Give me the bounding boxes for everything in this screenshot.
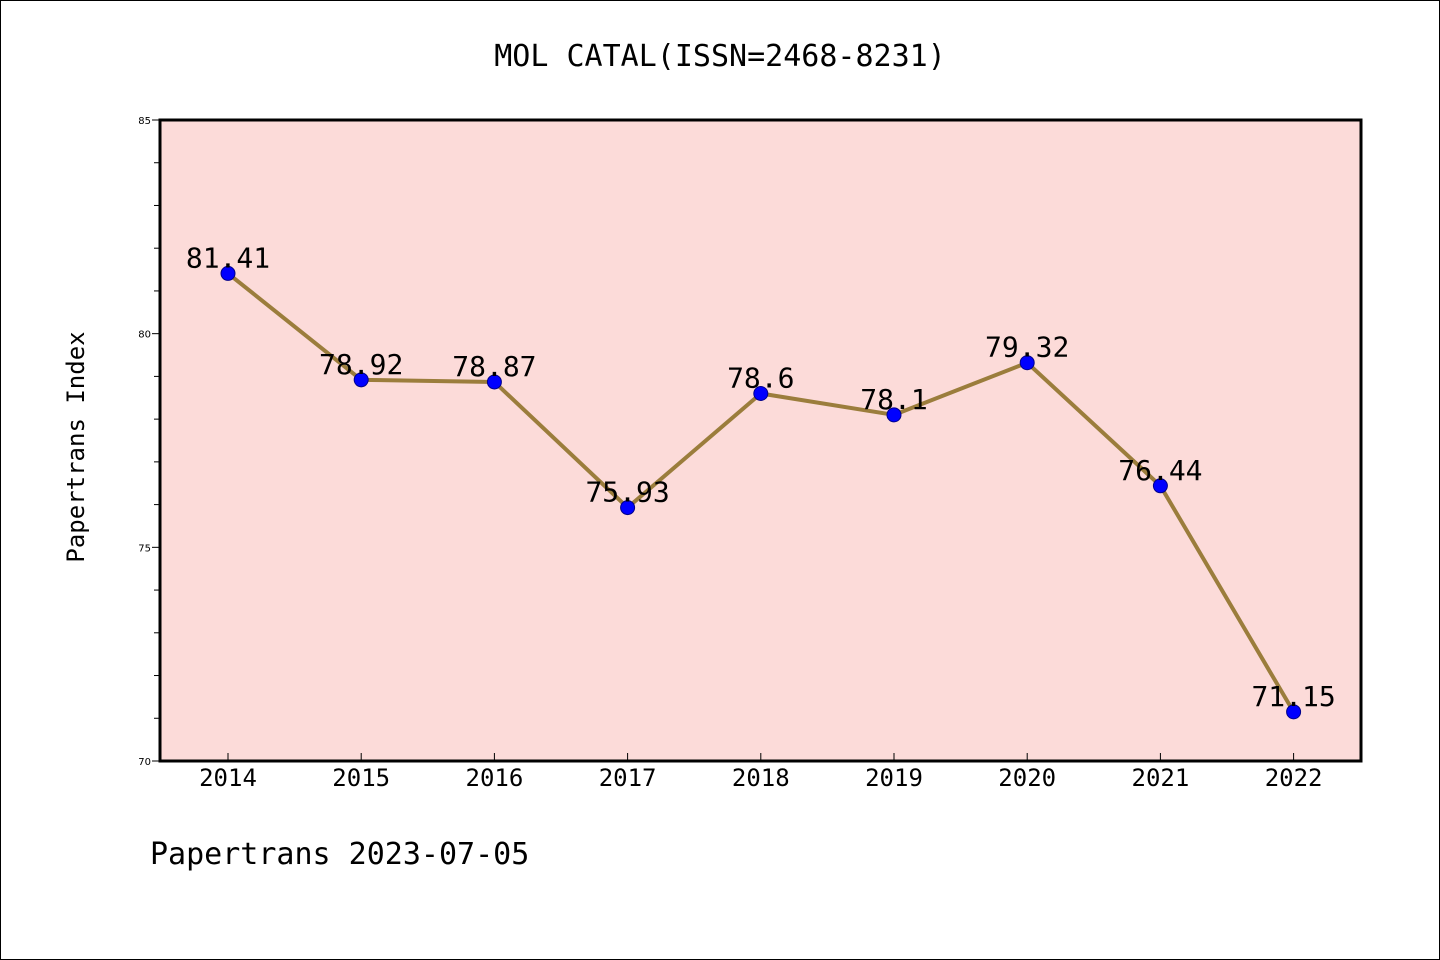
- data-point: [620, 500, 636, 516]
- data-point: [220, 265, 236, 281]
- data-label: 78.1: [860, 383, 927, 416]
- data-label: 78.87: [452, 350, 536, 383]
- x-tick-label: 2022: [1265, 764, 1323, 792]
- x-tick-label: 2017: [599, 764, 657, 792]
- data-label: 78.6: [727, 361, 794, 394]
- chart-title: MOL CATAL(ISSN=2468-8231): [494, 39, 946, 74]
- data-point: [1286, 704, 1302, 720]
- data-point: [486, 374, 502, 390]
- footer-date: Papertrans 2023-07-05: [150, 837, 529, 872]
- plot-area: [160, 120, 1361, 761]
- x-tick-label: 2018: [732, 764, 790, 792]
- x-tick-label: 2016: [466, 764, 524, 792]
- data-label: 76.44: [1118, 454, 1202, 487]
- data-point: [753, 385, 769, 401]
- y-tick-label: 70: [138, 757, 151, 768]
- x-axis-ticks: 2014 2015 2016 2017 2018 2019 2020 2021 2022: [199, 753, 1322, 792]
- data-point: [1019, 355, 1035, 371]
- x-tick-label: 2020: [998, 764, 1056, 792]
- y-tick-label: 85: [138, 116, 151, 127]
- data-labels: 81.41 78.92 78.87 75.93 78.6 78.1 79.32 76.44 71…: [186, 241, 1336, 712]
- y-axis-ticks: 70 75 80 85: [138, 116, 160, 768]
- data-label: 75.93: [585, 476, 669, 509]
- data-point: [1152, 478, 1168, 494]
- x-tick-label: 2015: [332, 764, 390, 792]
- data-label: 78.92: [319, 348, 403, 381]
- y-axis-label: Papertrans Index: [62, 331, 90, 562]
- x-tick-label: 2021: [1132, 764, 1190, 792]
- data-point: [886, 407, 902, 423]
- data-label: 71.15: [1251, 680, 1335, 713]
- x-tick-label: 2014: [199, 764, 257, 792]
- plot-border: [158, 118, 1363, 763]
- y-tick-label: 80: [138, 330, 151, 341]
- data-point: [353, 372, 369, 388]
- data-label: 81.41: [186, 241, 270, 274]
- x-tick-label: 2019: [865, 764, 923, 792]
- data-markers: [220, 265, 1302, 720]
- y-tick-label: 75: [138, 543, 151, 554]
- data-label: 79.32: [985, 331, 1069, 364]
